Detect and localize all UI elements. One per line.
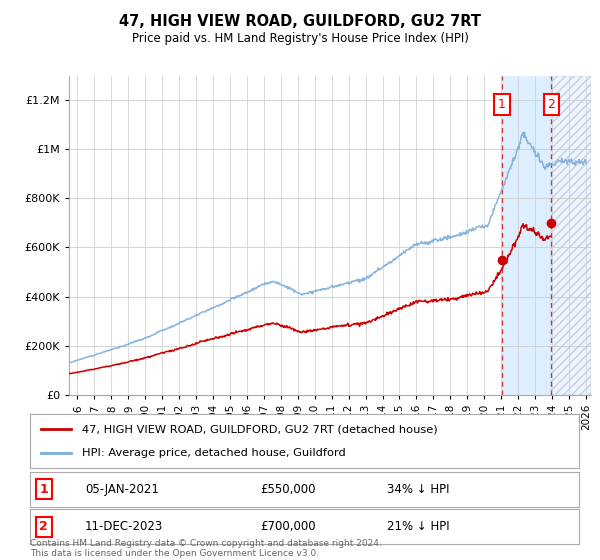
Text: £700,000: £700,000 — [260, 520, 316, 533]
Bar — [551, 76, 591, 395]
Text: £550,000: £550,000 — [260, 483, 316, 496]
Text: 2: 2 — [547, 98, 555, 111]
Text: 11-DEC-2023: 11-DEC-2023 — [85, 520, 163, 533]
Text: 47, HIGH VIEW ROAD, GUILDFORD, GU2 7RT: 47, HIGH VIEW ROAD, GUILDFORD, GU2 7RT — [119, 14, 481, 29]
Text: Contains HM Land Registry data © Crown copyright and database right 2024.
This d: Contains HM Land Registry data © Crown c… — [30, 539, 382, 558]
Text: 1: 1 — [40, 483, 48, 496]
Text: Price paid vs. HM Land Registry's House Price Index (HPI): Price paid vs. HM Land Registry's House … — [131, 32, 469, 45]
Text: 34% ↓ HPI: 34% ↓ HPI — [387, 483, 449, 496]
Text: 1: 1 — [498, 98, 506, 111]
Text: HPI: Average price, detached house, Guildford: HPI: Average price, detached house, Guil… — [82, 447, 346, 458]
Text: 47, HIGH VIEW ROAD, GUILDFORD, GU2 7RT (detached house): 47, HIGH VIEW ROAD, GUILDFORD, GU2 7RT (… — [82, 424, 438, 435]
Text: 05-JAN-2021: 05-JAN-2021 — [85, 483, 159, 496]
Bar — [502, 76, 551, 395]
Text: 2: 2 — [40, 520, 48, 533]
Text: 21% ↓ HPI: 21% ↓ HPI — [387, 520, 449, 533]
